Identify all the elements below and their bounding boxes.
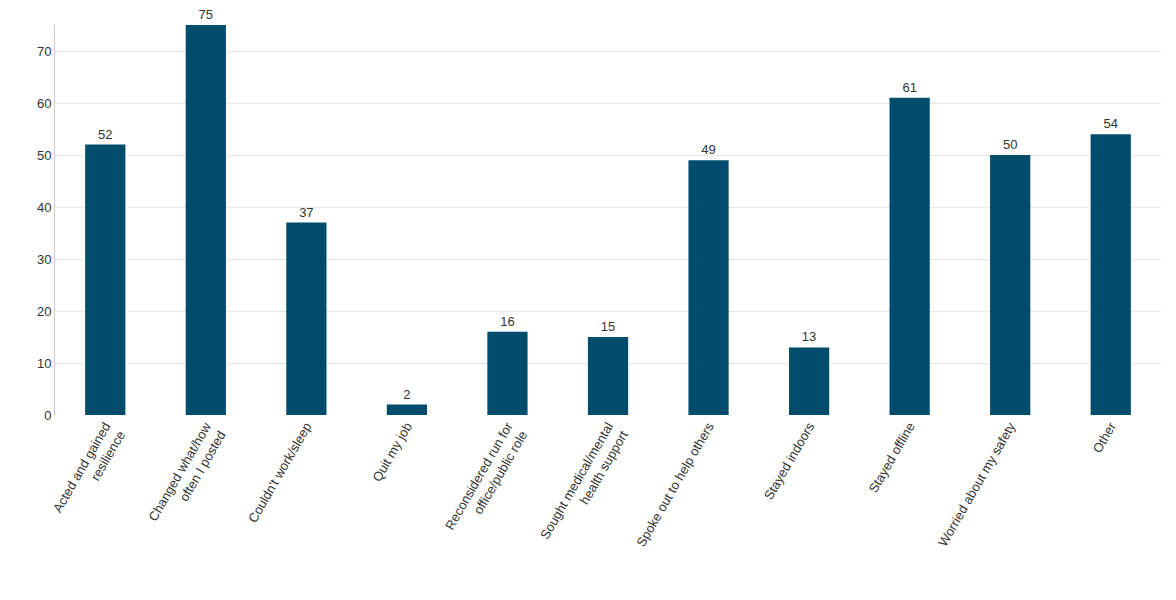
- svg-text:Stayed indoors: Stayed indoors: [761, 419, 818, 502]
- svg-text:30: 30: [37, 252, 51, 267]
- svg-text:61: 61: [902, 80, 916, 95]
- svg-text:40: 40: [37, 200, 51, 215]
- svg-text:15: 15: [601, 319, 615, 334]
- svg-text:Stayed offline: Stayed offline: [866, 420, 918, 496]
- svg-text:49: 49: [701, 142, 715, 157]
- svg-text:Worried about my safety: Worried about my safety: [935, 419, 1019, 549]
- svg-text:16: 16: [500, 314, 514, 329]
- svg-text:2: 2: [403, 387, 410, 402]
- svg-text:Quit my job: Quit my job: [369, 420, 415, 484]
- svg-text:Sought medical/mentalhealth su: Sought medical/mentalhealth support: [537, 419, 631, 550]
- svg-text:10: 10: [37, 356, 51, 371]
- svg-text:75: 75: [199, 7, 213, 22]
- svg-text:54: 54: [1103, 116, 1117, 131]
- svg-text:13: 13: [802, 329, 816, 344]
- svg-text:37: 37: [299, 205, 313, 220]
- svg-text:50: 50: [37, 148, 51, 163]
- svg-text:Other: Other: [1090, 419, 1120, 455]
- svg-text:Changed what/howoften I posted: Changed what/howoften I posted: [145, 419, 229, 532]
- svg-text:Spoke out to help others: Spoke out to help others: [633, 419, 717, 549]
- svg-text:0: 0: [44, 408, 51, 423]
- svg-text:50: 50: [1003, 137, 1017, 152]
- svg-text:60: 60: [37, 96, 51, 111]
- svg-text:Couldn't work/sleep: Couldn't work/sleep: [245, 420, 315, 525]
- svg-text:Acted and gainedresilience: Acted and gainedresilience: [50, 420, 128, 524]
- svg-text:70: 70: [37, 44, 51, 59]
- svg-text:Reconsidered run foroffice/pub: Reconsidered run foroffice/public role: [442, 419, 531, 541]
- svg-text:20: 20: [37, 304, 51, 319]
- svg-text:52: 52: [98, 127, 112, 142]
